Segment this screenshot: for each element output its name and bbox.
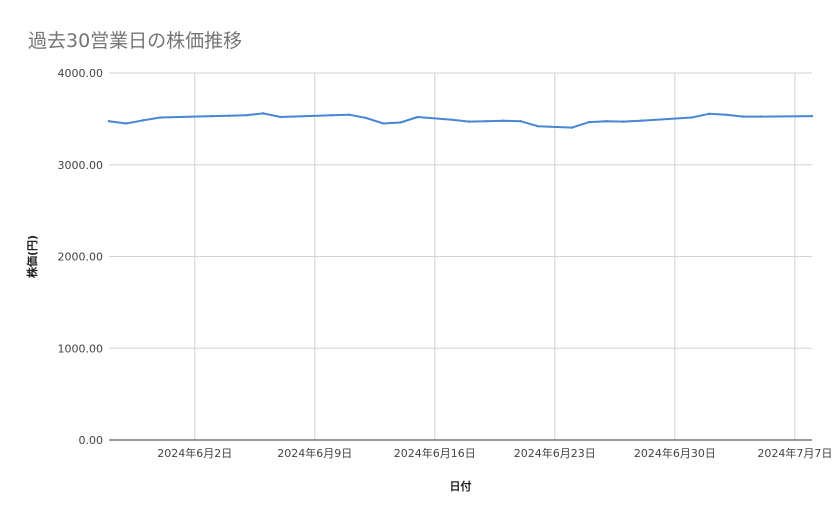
data-point bbox=[502, 119, 505, 122]
data-point bbox=[570, 126, 574, 129]
data-point bbox=[330, 114, 334, 117]
data-point bbox=[467, 120, 471, 123]
data-point bbox=[742, 115, 745, 118]
data-point bbox=[450, 118, 454, 121]
data-point bbox=[227, 114, 231, 117]
y-tick-label: 1000.00 bbox=[58, 342, 104, 355]
data-point bbox=[519, 119, 522, 123]
x-tick-label: 2024年6月9日 bbox=[277, 446, 352, 460]
data-point bbox=[142, 119, 145, 122]
data-point bbox=[759, 115, 762, 118]
series-line bbox=[108, 112, 813, 129]
data-point bbox=[690, 116, 694, 119]
data-point bbox=[810, 114, 814, 118]
y-tick-label: 3000.00 bbox=[58, 159, 104, 172]
x-tick-label: 2024年6月23日 bbox=[514, 446, 596, 460]
series-lines bbox=[107, 112, 814, 129]
data-point bbox=[416, 115, 419, 119]
data-point bbox=[605, 119, 608, 123]
y-tick-label: 4000.00 bbox=[58, 67, 104, 80]
data-point bbox=[210, 114, 214, 118]
y-tick-label: 2000.00 bbox=[58, 251, 104, 264]
y-tick-label: 0.00 bbox=[79, 434, 104, 447]
x-tick-label: 2024年6月16日 bbox=[394, 446, 476, 460]
x-tick-label: 2024年6月30日 bbox=[634, 446, 716, 460]
data-point bbox=[485, 119, 488, 123]
data-point bbox=[587, 120, 591, 124]
data-point bbox=[347, 113, 351, 116]
data-point bbox=[279, 115, 282, 119]
data-point bbox=[262, 112, 265, 115]
data-point bbox=[124, 122, 128, 125]
x-tick-labels: 2024年6月2日 2024年6月9日 2024年6月16日 2024年6月23日 20… bbox=[157, 446, 832, 460]
data-point bbox=[107, 119, 111, 123]
data-point bbox=[159, 116, 162, 119]
chart-title: 過去30営業日の株価推移 bbox=[28, 30, 243, 52]
data-point bbox=[707, 112, 711, 116]
data-point bbox=[622, 120, 625, 123]
y-tick-labels: 0.00 1000.00 2000.00 3000.00 4000.00 bbox=[58, 67, 104, 447]
data-point bbox=[244, 114, 248, 117]
data-point bbox=[399, 121, 402, 124]
x-tick-label: 2024年6月2日 bbox=[157, 446, 232, 460]
data-point bbox=[536, 125, 539, 128]
y-axis-label: 株価(円) bbox=[25, 235, 39, 278]
x-axis-label: 日付 bbox=[450, 479, 472, 493]
data-point bbox=[639, 119, 642, 122]
x-tick-label: 2024年7月7日 bbox=[757, 446, 832, 460]
data-point bbox=[382, 122, 385, 125]
data-point bbox=[725, 113, 728, 116]
grid-lines bbox=[109, 72, 812, 440]
data-point bbox=[364, 116, 368, 120]
